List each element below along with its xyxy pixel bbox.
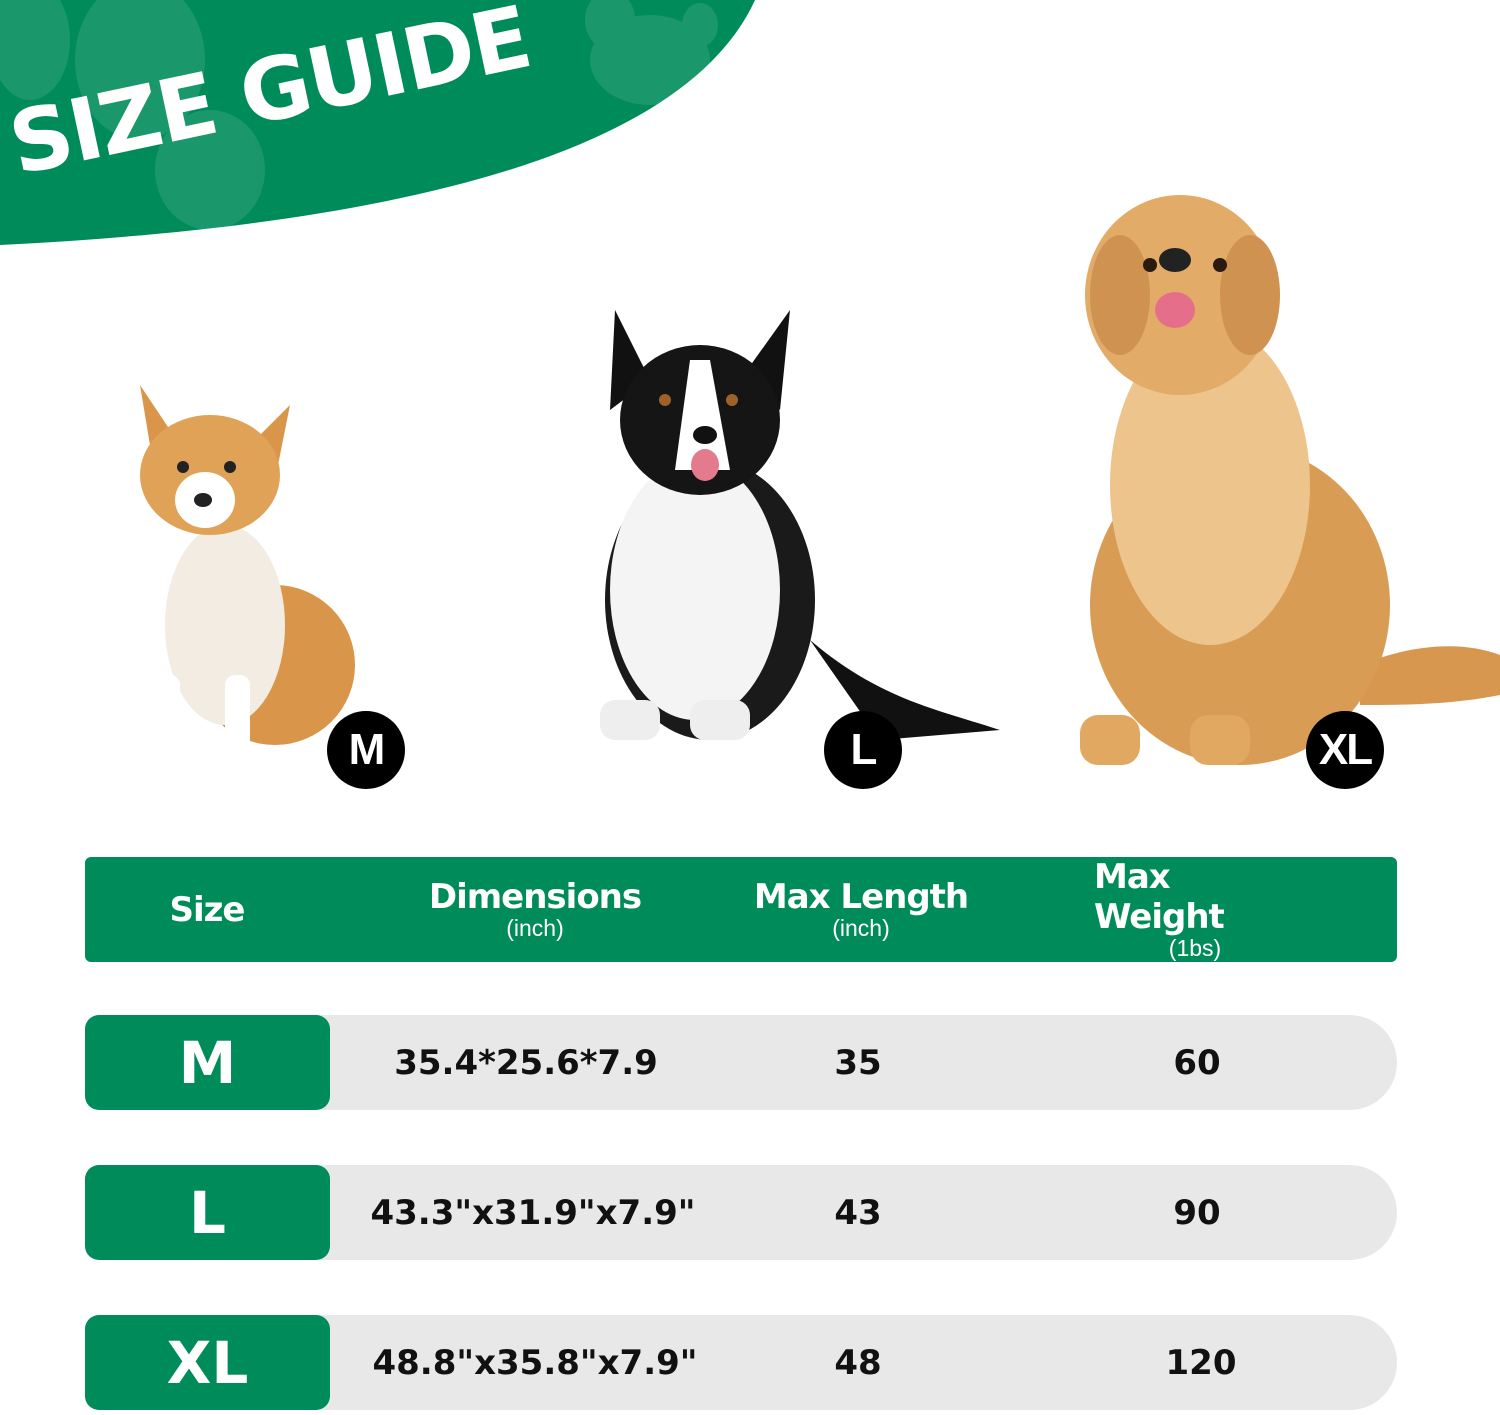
row-max-length: 48 (834, 1342, 882, 1383)
row-size: L (85, 1165, 330, 1260)
size-badge-xl: XL (1306, 711, 1384, 789)
table-row: XL 48.8"x35.8"x7.9" 48 120 (85, 1315, 1397, 1410)
row-max-weight: 90 (1173, 1192, 1221, 1233)
table-row: L 43.3"x31.9"x7.9" 43 90 (85, 1165, 1397, 1260)
row-dimensions: 35.4*25.6*7.9 (394, 1042, 658, 1083)
header-size: Size (169, 889, 246, 930)
header-max-length: Max Length (inch) (753, 877, 969, 941)
border-collie-dog-image (600, 310, 1000, 740)
corgi-dog-image (140, 385, 355, 750)
size-badge-l: L (824, 711, 902, 789)
row-max-length: 43 (834, 1192, 882, 1233)
header-max-weight: Max Weight (1bs) (1094, 857, 1225, 961)
row-dimensions: 48.8"x35.8"x7.9" (372, 1342, 698, 1383)
title-banner (0, 0, 755, 245)
row-size: M (85, 1015, 330, 1110)
row-max-length: 35 (834, 1042, 882, 1083)
row-max-weight: 120 (1165, 1342, 1237, 1383)
table-header: Size Dimensions (inch) Max Length (inch) M… (85, 857, 1397, 962)
row-size: XL (85, 1315, 330, 1410)
header-dimensions: Dimensions (inch) (428, 877, 642, 941)
golden-retriever-dog-image (1080, 195, 1500, 765)
table-row: M 35.4*25.6*7.9 35 60 (85, 1015, 1397, 1110)
size-badge-m: M (327, 711, 405, 789)
row-dimensions: 43.3"x31.9"x7.9" (370, 1192, 696, 1233)
row-max-weight: 60 (1173, 1042, 1221, 1083)
